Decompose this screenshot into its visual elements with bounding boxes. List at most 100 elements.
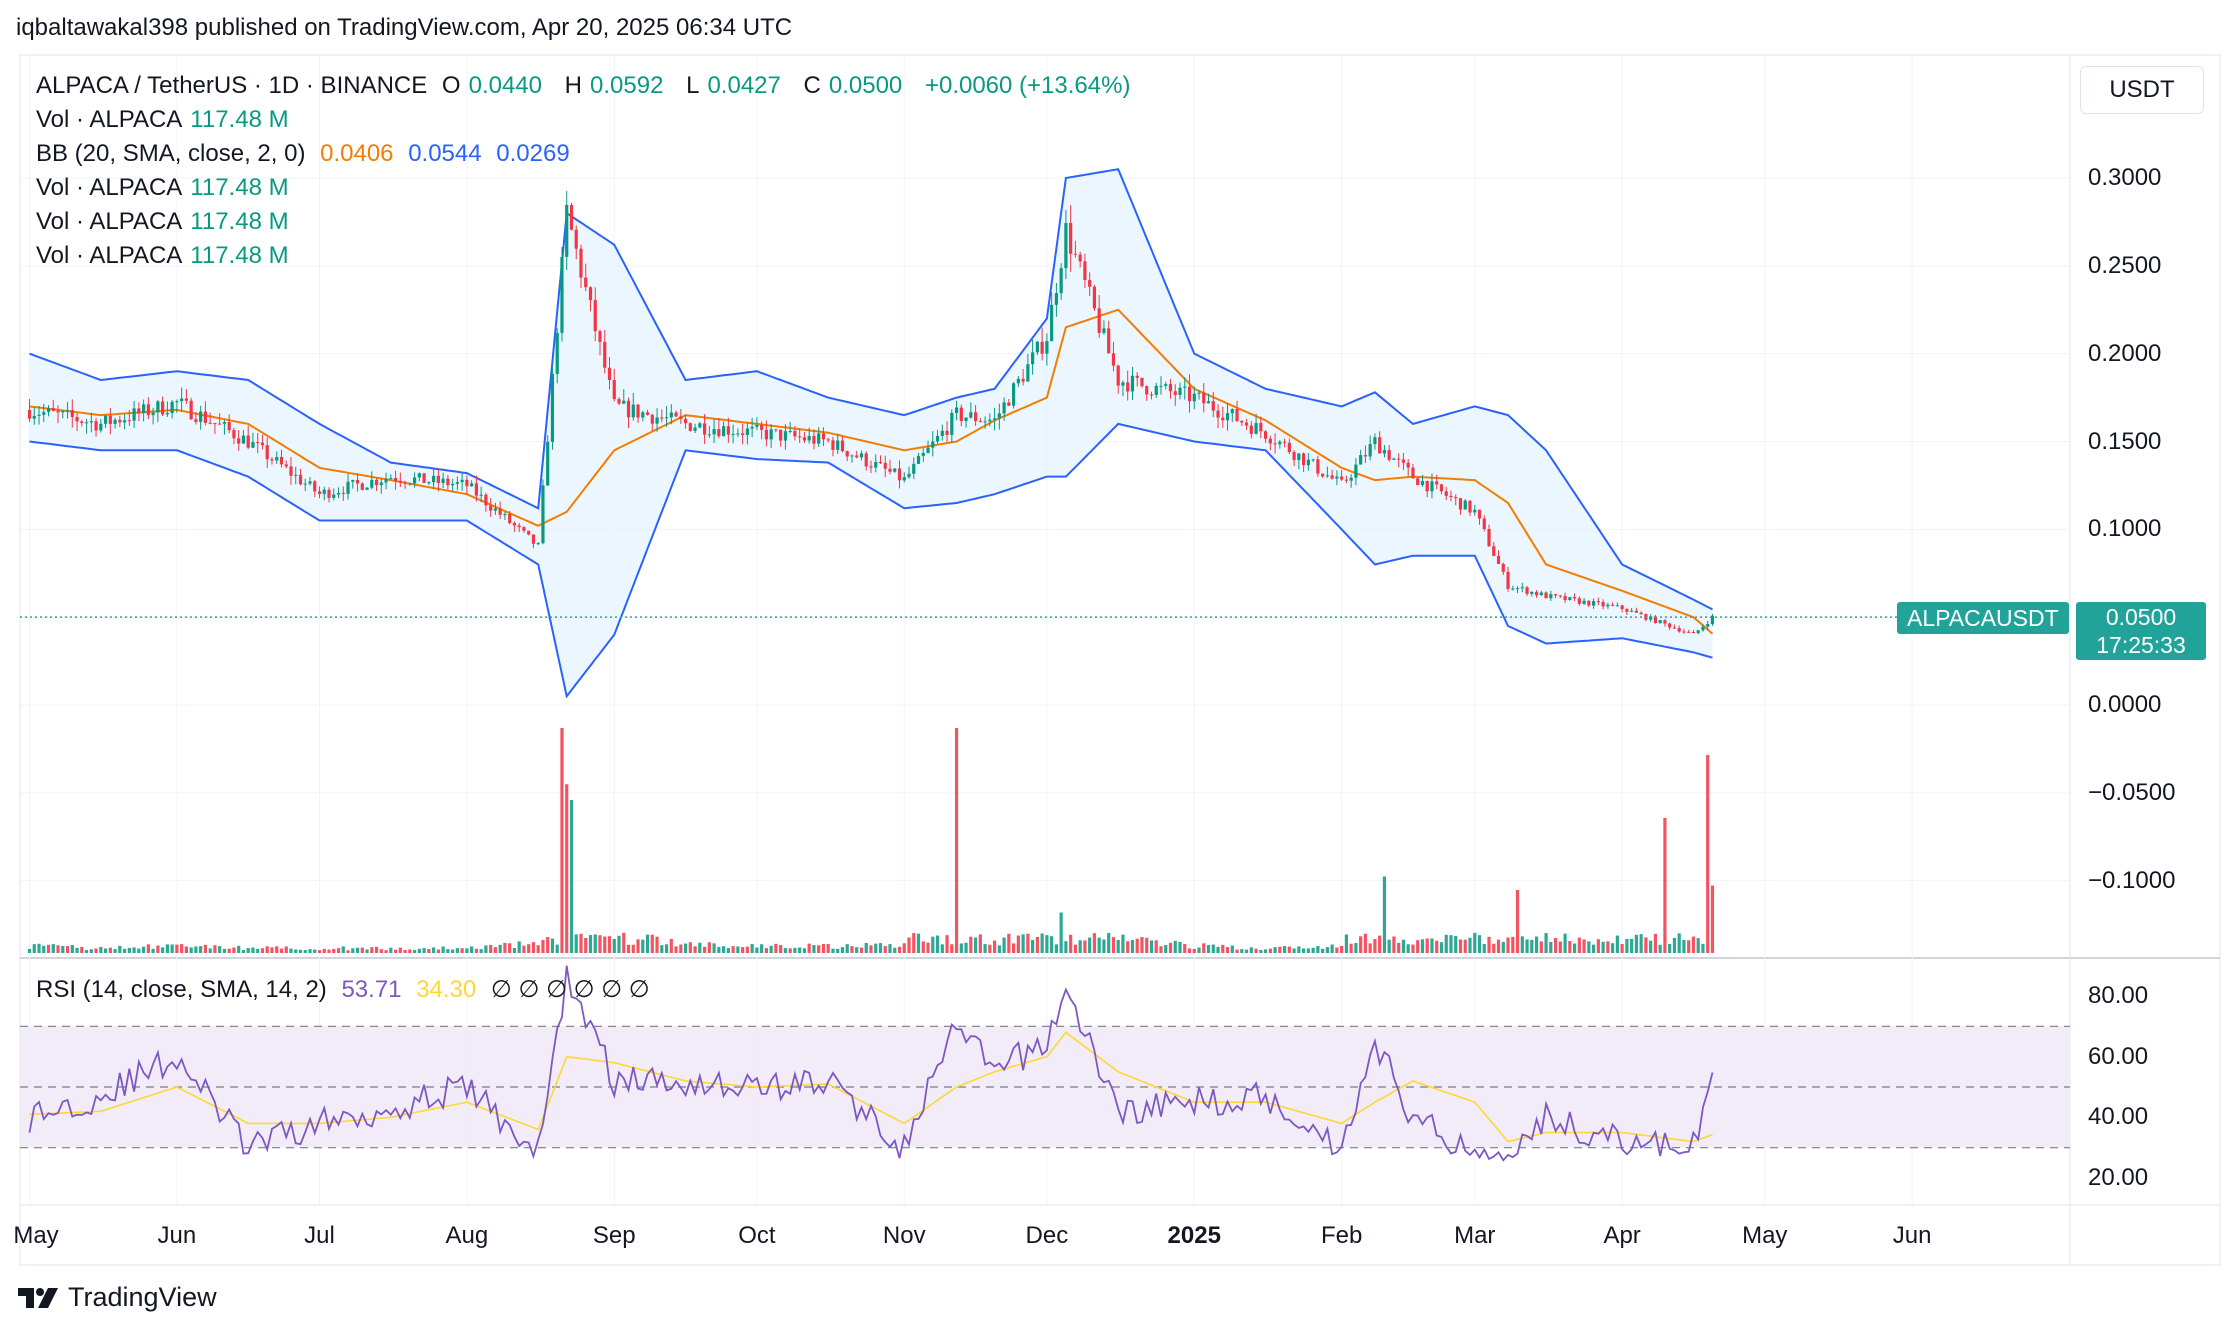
candle-body — [1649, 616, 1653, 620]
candle-body — [1663, 620, 1667, 624]
candle-body — [460, 479, 464, 483]
volume-bar — [1658, 944, 1662, 953]
candle-body — [1230, 409, 1234, 414]
candle-body — [427, 482, 431, 484]
volume-bar — [355, 947, 360, 953]
candle-body — [1206, 401, 1211, 404]
volume-bar — [1482, 943, 1486, 953]
volume-bar — [826, 944, 830, 953]
volume-bar — [1368, 943, 1372, 953]
candle-body — [726, 426, 730, 435]
volume-bar — [683, 943, 688, 953]
volume-bar — [1259, 949, 1263, 953]
candle-body — [241, 435, 246, 444]
volume-bar — [1211, 944, 1215, 953]
candle-body — [1430, 481, 1434, 492]
volume-bar — [1302, 948, 1306, 953]
candle-body — [845, 451, 849, 457]
volume-bar — [1539, 941, 1543, 953]
legend-volume-3[interactable]: Vol · ALPACA 117.48 M — [36, 208, 289, 235]
volume-bar — [251, 947, 255, 953]
volume-bar — [156, 945, 160, 953]
candle-body — [1192, 393, 1196, 402]
legend-volume-1[interactable]: Vol · ALPACA 117.48 M — [36, 106, 289, 133]
candle-body — [1563, 595, 1567, 601]
candle-body — [218, 423, 222, 425]
volume-bar — [1563, 933, 1567, 953]
candle-body — [1263, 431, 1268, 439]
candle-body — [42, 411, 46, 415]
candle-body — [1401, 459, 1406, 463]
volume-bar — [978, 934, 982, 953]
volume-bar — [992, 940, 997, 953]
volume-bar — [1401, 939, 1406, 953]
volume-bar — [1649, 940, 1653, 953]
candle-body — [812, 435, 816, 444]
currency-selector[interactable]: USDT — [2080, 66, 2204, 114]
volume-bar — [874, 943, 878, 953]
volume-bar — [346, 950, 350, 953]
volume-bar — [151, 948, 155, 953]
candle-body — [1687, 631, 1691, 633]
volume-bar — [893, 947, 897, 953]
volume-bar — [764, 948, 768, 953]
volume-bar — [1325, 947, 1329, 953]
candle-body — [451, 483, 455, 486]
legend-volume-2[interactable]: Vol · ALPACA 117.48 M — [36, 174, 289, 201]
volume-bar — [536, 945, 540, 953]
volume-bar — [1007, 933, 1011, 953]
candle-body — [1107, 328, 1111, 354]
volume-bar — [1035, 936, 1039, 953]
volume-bar — [584, 937, 588, 953]
candle-body — [717, 429, 721, 437]
candle-body — [869, 466, 873, 468]
candle-body — [446, 478, 450, 486]
time-axis-label: Aug — [445, 1222, 489, 1249]
candle-body — [403, 482, 407, 484]
legend-volume-4[interactable]: Vol · ALPACA 117.48 M — [36, 242, 289, 269]
volume-bar — [256, 948, 260, 953]
volume-bar — [1520, 936, 1524, 953]
tradingview-logo[interactable]: TradingView — [18, 1282, 217, 1313]
time-axis-label: May — [1742, 1222, 1788, 1249]
volume-bar — [1454, 935, 1458, 953]
candle-body — [80, 421, 84, 424]
candle-body — [1121, 382, 1125, 386]
volume-bar — [902, 943, 906, 953]
volume-bar — [788, 948, 792, 953]
volume-bar — [1154, 940, 1158, 953]
volume-bar — [664, 944, 669, 953]
volume-bar — [360, 947, 364, 953]
volume-bar — [1135, 938, 1139, 953]
candle-body — [1116, 365, 1120, 386]
legend-rsi[interactable]: RSI (14, close, SMA, 14, 2) 53.71 34.30 … — [36, 976, 650, 1003]
volume-bar — [84, 950, 89, 953]
volume-bar — [817, 945, 821, 953]
volume-bar — [1130, 939, 1135, 953]
candle-body — [840, 440, 845, 452]
volume-bar — [1349, 943, 1353, 953]
candle-body — [203, 411, 208, 423]
volume-bar — [641, 939, 645, 953]
volume-bar — [1558, 941, 1562, 953]
candle-body — [926, 447, 930, 454]
bollinger-lower-line — [29, 422, 1713, 699]
candle-body — [374, 479, 379, 486]
candle-body — [70, 410, 74, 417]
last-price-tag: 0.0500 17:25:33 — [2076, 602, 2206, 660]
volume-bar — [1249, 947, 1253, 953]
volume-bar — [1430, 938, 1434, 953]
volume-bar — [1544, 933, 1548, 953]
candle-body — [983, 421, 987, 423]
legend-bollinger[interactable]: BB (20, SMA, close, 2, 0) 0.0406 0.0544 … — [36, 140, 570, 167]
candle-body — [522, 527, 526, 531]
candle-body — [631, 404, 635, 418]
candle-body — [565, 204, 569, 257]
candle-body — [1140, 377, 1144, 387]
volume-bar — [284, 946, 288, 953]
time-axis-label: Feb — [1320, 1222, 1363, 1249]
volume-bar — [655, 936, 659, 953]
volume-bar — [170, 944, 174, 953]
volume-bar — [213, 945, 217, 953]
